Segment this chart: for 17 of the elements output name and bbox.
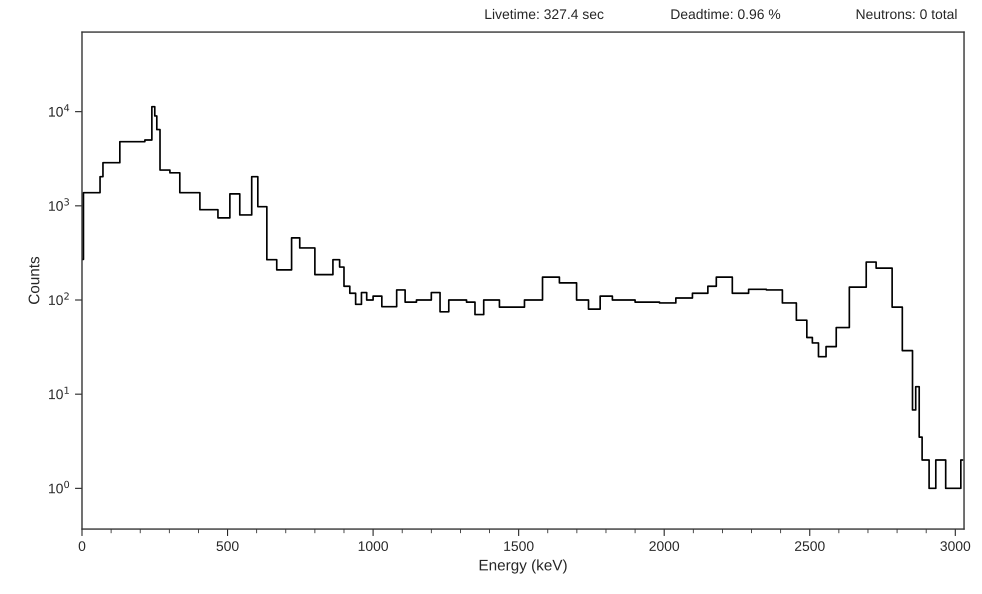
y-tick-label: 10$^{1}$ — [49, 386, 69, 400]
text: Livetime: 327.4 sec — [485, 8, 604, 20]
x-tick-label: 1000 — [358, 541, 388, 552]
text: Deadtime: 0.96 % — [671, 8, 780, 20]
x-tick-label: 3000 — [940, 541, 970, 552]
y-tick-label: 10$^{4}$ — [49, 104, 70, 117]
x-axis-title: Energy (keV) — [480, 559, 567, 574]
text: Neutrons: 0 total — [856, 8, 957, 20]
y-tick-label: 10$^{2}$ — [49, 292, 69, 306]
x-tick-label: 500 — [216, 541, 239, 552]
y-tick-label: 10$^{3}$ — [49, 198, 69, 211]
x-tick-label: 2500 — [795, 541, 825, 552]
y-tick-label: 10$^{0}$ — [49, 480, 70, 494]
y-axis-title: Counts — [28, 256, 40, 304]
x-tick-label: 1500 — [504, 541, 534, 552]
x-tick-label: 0 — [78, 541, 86, 552]
x-tick-label: 2000 — [649, 541, 680, 552]
